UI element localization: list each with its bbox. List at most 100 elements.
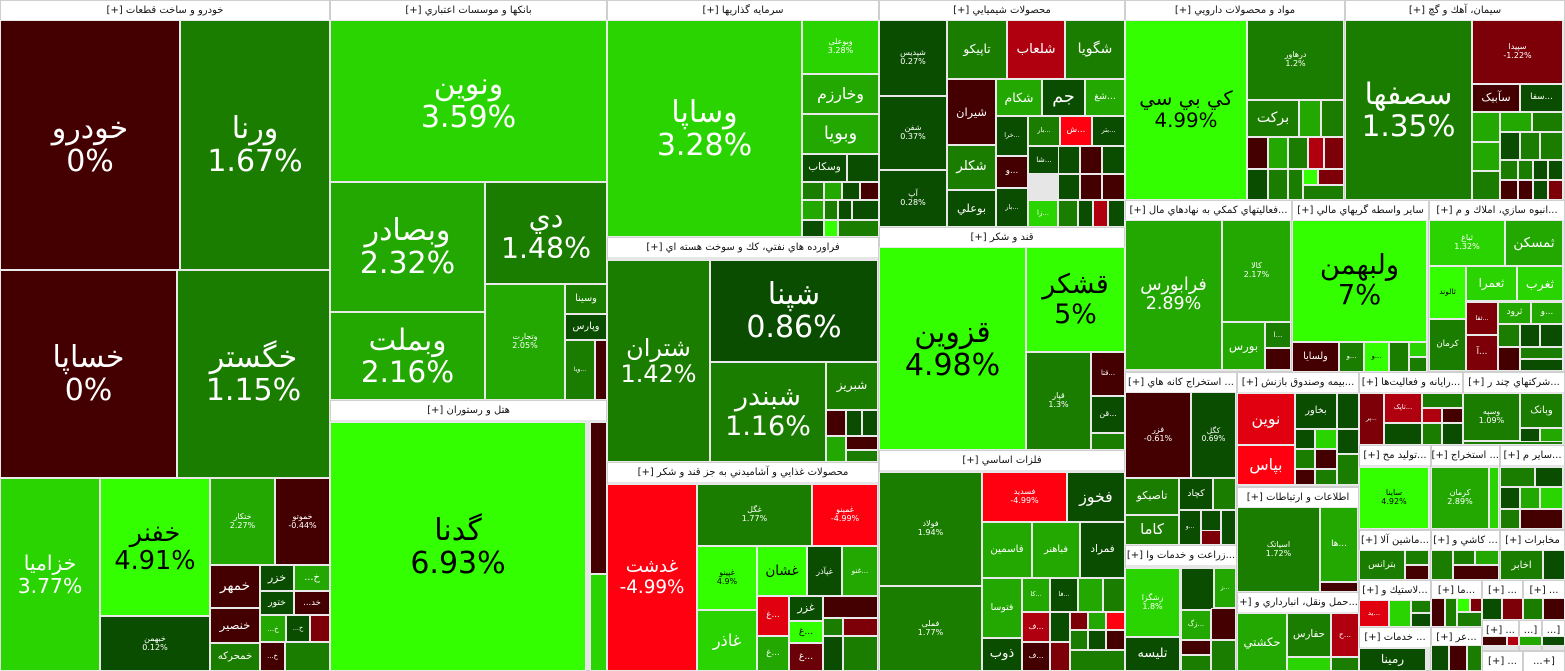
- stock-tile-small[interactable]: [823, 596, 878, 618]
- stock-tile[interactable]: ...ید: [1359, 600, 1389, 627]
- stock-tile[interactable]: ...شغ: [1085, 79, 1125, 116]
- sector-title[interactable]: محصولات غذايي و آشاميدني به جز قند و شكر…: [608, 463, 878, 482]
- stock-tile[interactable]: قپار 1.3%: [1026, 352, 1091, 450]
- stock-tile[interactable]: ...غ: [789, 621, 823, 643]
- sector-title[interactable]: ...توليد مح [+]: [1360, 446, 1430, 465]
- stock-tile-small[interactable]: [1422, 423, 1442, 445]
- stock-tile[interactable]: وسینا: [565, 284, 607, 314]
- stock-tile-small[interactable]: [1467, 645, 1482, 671]
- stock-tile[interactable]: ...بار: [1028, 116, 1060, 146]
- stock-tile-small[interactable]: [1315, 469, 1337, 485]
- stock-tile-small[interactable]: [1520, 324, 1540, 347]
- stock-tile[interactable]: ...و: [1339, 342, 1364, 372]
- sector-title[interactable]: [+...: [1524, 652, 1564, 671]
- stock-tile-small[interactable]: [1472, 142, 1500, 171]
- sector-title[interactable]: بانکها و موسسات اعتباري [+]: [331, 1, 606, 20]
- stock-tile[interactable]: خمحرکه: [210, 643, 260, 671]
- stock-tile-small[interactable]: [1518, 160, 1533, 180]
- stock-tile-small[interactable]: [1457, 612, 1482, 627]
- stock-tile-small[interactable]: [1453, 565, 1499, 580]
- stock-tile[interactable]: ذوب: [982, 638, 1022, 671]
- stock-tile[interactable]: خودرو 0%: [0, 20, 180, 270]
- stock-tile[interactable]: برکت: [1247, 100, 1299, 137]
- stock-tile-small[interactable]: [1315, 429, 1337, 449]
- stock-tile[interactable]: سپیدا -1.22%: [1472, 20, 1563, 84]
- sector-title[interactable]: ... استخراج كانه هاي [+]: [1126, 373, 1236, 392]
- stock-tile-small[interactable]: [852, 200, 879, 220]
- stock-tile-small[interactable]: [1519, 636, 1542, 646]
- stock-tile[interactable]: غپینو 4.9%: [697, 546, 757, 610]
- stock-tile-small[interactable]: [826, 410, 846, 436]
- stock-tile-small[interactable]: [1308, 137, 1324, 169]
- stock-tile[interactable]: ...ز: [1214, 568, 1236, 608]
- stock-tile-small[interactable]: [1201, 530, 1221, 545]
- stock-tile[interactable]: قشکر 5%: [1026, 247, 1125, 352]
- stock-tile[interactable]: فملی 1.77%: [879, 586, 982, 671]
- stock-tile[interactable]: وسپه 1.09%: [1463, 393, 1520, 441]
- stock-tile[interactable]: ...قتا: [1091, 352, 1125, 396]
- stock-tile-small[interactable]: [1405, 565, 1429, 580]
- stock-tile-small[interactable]: [310, 615, 330, 642]
- stock-tile[interactable]: ختکار 2.27%: [210, 478, 275, 565]
- stock-tile[interactable]: ثغرب: [1517, 266, 1563, 301]
- stock-tile[interactable]: خفنر 4.91%: [100, 478, 210, 616]
- stock-tile-small[interactable]: [1093, 200, 1108, 227]
- stock-tile-small[interactable]: [824, 220, 838, 237]
- stock-tile-small[interactable]: [1211, 608, 1236, 640]
- stock-tile[interactable]: وساپا 3.28%: [607, 20, 802, 237]
- stock-tile[interactable]: ولبهمن 7%: [1292, 220, 1427, 342]
- stock-tile[interactable]: خگستر 1.15%: [177, 270, 330, 478]
- stock-tile-small[interactable]: [823, 636, 843, 671]
- stock-tile-small[interactable]: [1337, 454, 1359, 485]
- stock-tile[interactable]: خزامیا 3.77%: [0, 478, 100, 671]
- stock-tile-small[interactable]: [1507, 636, 1519, 646]
- stock-tile[interactable]: خ...: [286, 615, 310, 642]
- stock-tile-small[interactable]: [1080, 174, 1102, 200]
- stock-tile-small[interactable]: [1472, 112, 1500, 142]
- stock-tile-small[interactable]: [1520, 132, 1540, 160]
- stock-tile[interactable]: ...زا: [1028, 200, 1058, 227]
- stock-tile-small[interactable]: [1500, 112, 1532, 132]
- stock-tile[interactable]: وسکاب: [802, 154, 847, 182]
- stock-tile[interactable]: فولاد 1.94%: [879, 472, 982, 586]
- stock-tile-small[interactable]: [1268, 169, 1288, 200]
- sector-title[interactable]: ...ماشين آلا [+]: [1360, 531, 1430, 550]
- stock-tile[interactable]: ...ش: [1060, 116, 1092, 146]
- stock-tile[interactable]: حکشتي: [1237, 613, 1287, 671]
- stock-tile[interactable]: کاما: [1125, 515, 1179, 545]
- stock-tile-small[interactable]: [1221, 510, 1236, 545]
- stock-tile-small[interactable]: [843, 618, 878, 636]
- stock-tile[interactable]: خ...: [294, 565, 330, 591]
- stock-tile-small[interactable]: [1331, 657, 1359, 671]
- stock-tile-small[interactable]: [1431, 598, 1445, 627]
- stock-tile[interactable]: وخارزم: [802, 74, 879, 114]
- stock-tile-small[interactable]: [1102, 174, 1125, 200]
- stock-tile[interactable]: ...غ: [757, 596, 789, 636]
- stock-tile-small[interactable]: [1091, 433, 1125, 450]
- stock-tile-small[interactable]: [1540, 324, 1563, 347]
- stock-tile-small[interactable]: [860, 182, 879, 200]
- stock-tile-small[interactable]: [1303, 169, 1318, 185]
- stock-tile-small[interactable]: [1295, 469, 1315, 485]
- stock-tile-small[interactable]: [1482, 636, 1507, 646]
- stock-tile[interactable]: ...و: [1531, 302, 1563, 324]
- stock-tile[interactable]: ...تاپک: [1384, 393, 1422, 423]
- stock-tile[interactable]: غدشت -4.99%: [607, 484, 697, 671]
- stock-tile-small[interactable]: [1449, 645, 1467, 671]
- stock-tile[interactable]: ثعمرا: [1466, 266, 1517, 301]
- stock-tile-small[interactable]: [595, 340, 607, 400]
- sector-title[interactable]: ...انبوه سازي، املاك و م [+]: [1430, 201, 1564, 220]
- stock-tile[interactable]: ساینا 4.92%: [1359, 467, 1429, 529]
- sector-title[interactable]: مخابرات [+]: [1501, 531, 1564, 550]
- sector-title[interactable]: ساير واسطه گريهاي مالي [+]: [1293, 201, 1428, 220]
- stock-tile[interactable]: فخوز: [1067, 472, 1125, 522]
- stock-tile[interactable]: کچاد: [1179, 478, 1213, 510]
- stock-tile-small[interactable]: [1498, 347, 1520, 371]
- stock-tile[interactable]: خساپا 0%: [0, 270, 177, 478]
- stock-tile-small[interactable]: [823, 618, 843, 636]
- stock-tile[interactable]: شکام: [996, 79, 1042, 116]
- stock-tile[interactable]: ...ها: [1320, 507, 1358, 582]
- stock-tile[interactable]: ثباغ 1.32%: [1429, 220, 1505, 266]
- stock-tile-small[interactable]: [1265, 348, 1291, 370]
- stock-tile-small[interactable]: [1489, 467, 1499, 529]
